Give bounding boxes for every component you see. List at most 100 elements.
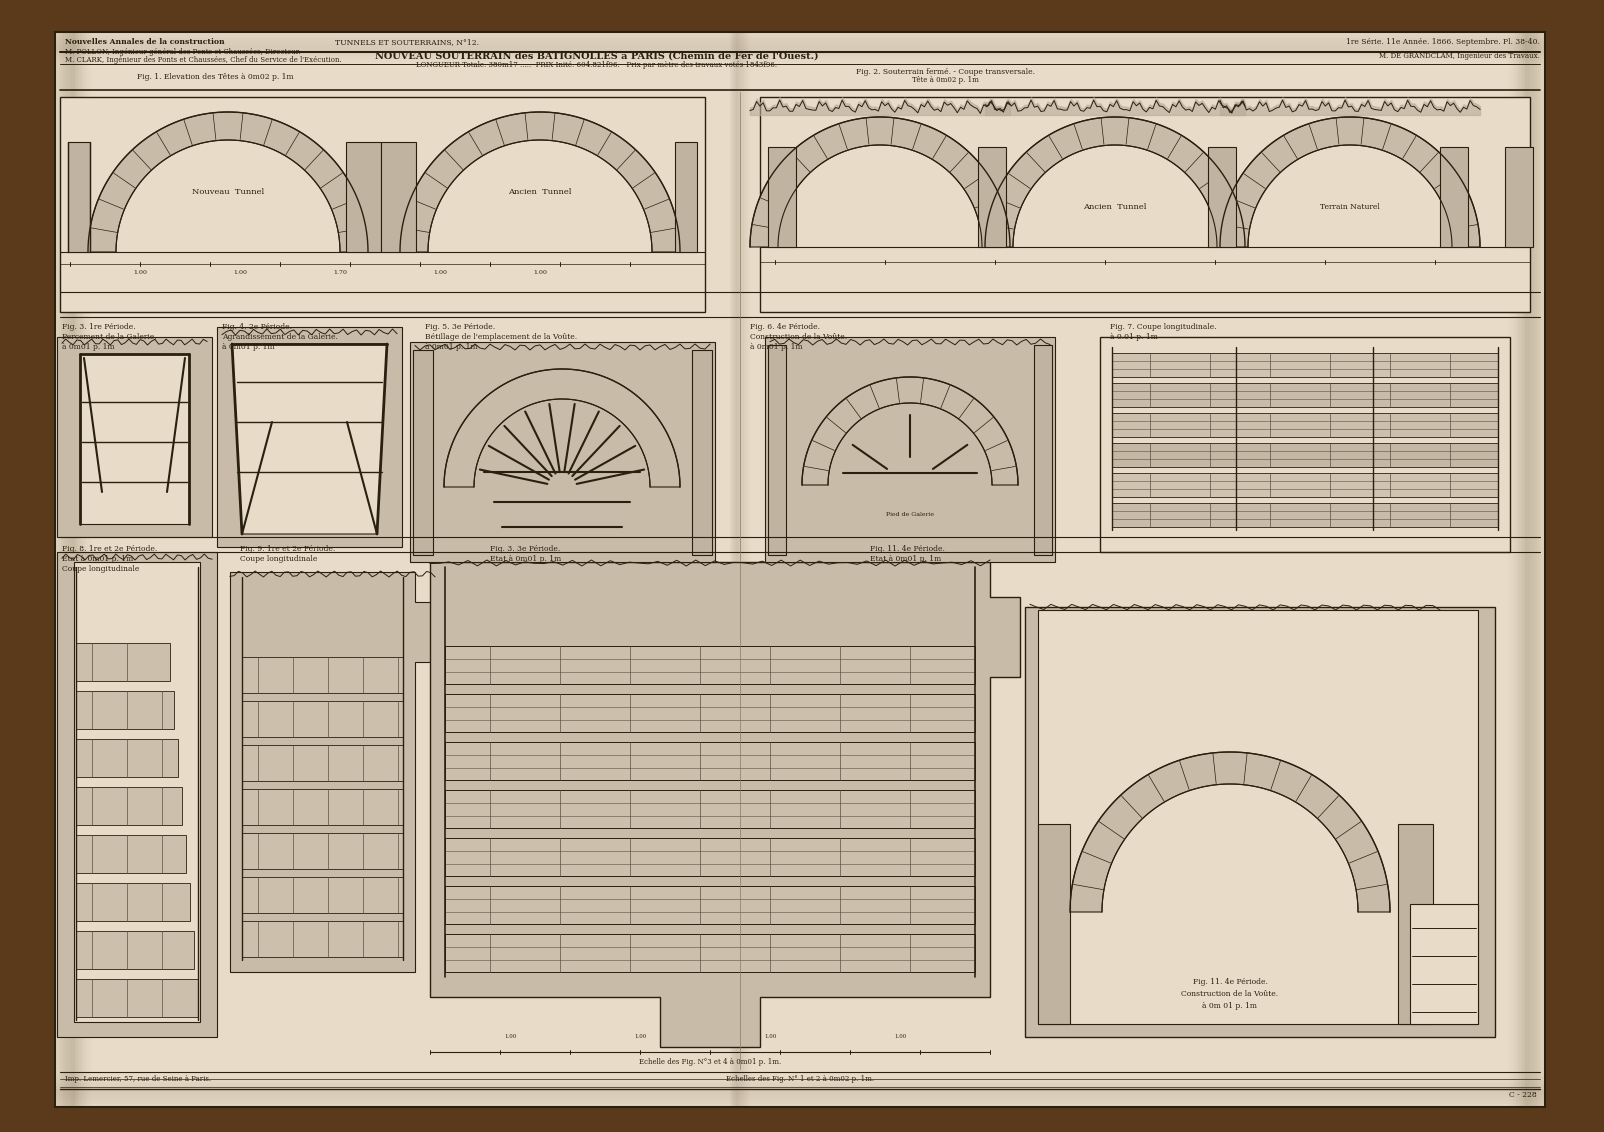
Text: 1.00: 1.00 <box>764 1035 776 1039</box>
Text: 1.00: 1.00 <box>634 1035 646 1039</box>
Text: Etat à 0m01 p. 1m: Etat à 0m01 p. 1m <box>869 555 942 563</box>
Text: à 0m01 p. 1m: à 0m01 p. 1m <box>751 343 802 351</box>
Text: M. CLARK, Ingénieur des Ponts et Chaussées, Chef du Service de l'Exécution.: M. CLARK, Ingénieur des Ponts et Chaussé… <box>66 55 342 65</box>
Bar <box>75 835 186 873</box>
Text: LONGUEUR Totale: 380m17 .....  PRIX Inité: 604.821f96.   Prix par mètre des trav: LONGUEUR Totale: 380m17 ..... PRIX Inité… <box>417 61 778 69</box>
Text: Fig. 9. 1re et 2e Période.: Fig. 9. 1re et 2e Période. <box>241 544 335 554</box>
Bar <box>55 38 1545 55</box>
Bar <box>1112 383 1498 408</box>
Text: 1.00: 1.00 <box>533 269 547 274</box>
Bar <box>1513 32 1533 1107</box>
Bar <box>55 1089 1545 1107</box>
Polygon shape <box>985 117 1245 247</box>
Bar <box>444 741 975 780</box>
Bar <box>739 32 747 1107</box>
Text: Fig. 2. Souterrain fermé. - Coupe transversale.: Fig. 2. Souterrain fermé. - Coupe transv… <box>855 68 1035 76</box>
Bar <box>1208 147 1237 247</box>
Bar <box>1100 337 1509 552</box>
Bar <box>1038 824 1070 1024</box>
Polygon shape <box>430 561 1020 1047</box>
Bar <box>760 97 1530 312</box>
Text: Tête à 0m02 p. 1m: Tête à 0m02 p. 1m <box>911 76 978 84</box>
Bar <box>75 787 181 825</box>
Bar <box>382 142 415 252</box>
Text: 1re Série. 11e Année. 1866. Septembre. Pl. 38-40.: 1re Série. 11e Année. 1866. Septembre. P… <box>1346 38 1540 46</box>
Text: Fig. 3. 3e Période.: Fig. 3. 3e Période. <box>489 544 560 554</box>
Bar <box>1025 607 1495 1037</box>
Bar <box>75 883 189 921</box>
Text: Fig. 1. Elevation des Têtes à 0m02 p. 1m: Fig. 1. Elevation des Têtes à 0m02 p. 1m <box>136 72 294 82</box>
Text: Construction de la Voûte.: Construction de la Voûte. <box>1182 990 1278 998</box>
Bar <box>75 691 173 729</box>
Bar <box>59 32 79 1107</box>
Bar <box>55 32 1545 50</box>
Text: Ancien  Tunnel: Ancien Tunnel <box>1083 203 1147 211</box>
Polygon shape <box>399 112 680 252</box>
Text: Imp. Lemercier, 57, rue de Seine à Paris.: Imp. Lemercier, 57, rue de Seine à Paris… <box>66 1075 212 1083</box>
Text: Fig. 3. 1re Période.: Fig. 3. 1re Période. <box>63 323 136 331</box>
Polygon shape <box>88 112 367 252</box>
Bar <box>69 32 88 1107</box>
Bar <box>768 345 786 555</box>
Bar <box>1511 32 1530 1107</box>
Bar <box>55 32 75 1107</box>
Bar <box>55 1083 1545 1101</box>
Bar <box>444 790 975 827</box>
Text: Etat à 0m01 p. 1m: Etat à 0m01 p. 1m <box>63 555 133 563</box>
Text: NOUVEAU SOUTERRAIN des BATIGNOLLES à PARIS (Chemin de Fer de l'Ouest.): NOUVEAU SOUTERRAIN des BATIGNOLLES à PAR… <box>375 51 818 60</box>
Bar <box>1509 32 1529 1107</box>
Bar <box>1505 147 1533 247</box>
Text: Echelle des Fig. N°3 et 4 à 0m01 p. 1m.: Echelle des Fig. N°3 et 4 à 0m01 p. 1m. <box>638 1058 781 1066</box>
Bar <box>242 833 403 869</box>
Bar <box>744 32 752 1107</box>
Text: M. DE GRANDCLAM, Ingénieur des Travaux.: M. DE GRANDCLAM, Ingénieur des Travaux. <box>1379 52 1540 60</box>
Text: Fig. 5. 3e Période.: Fig. 5. 3e Période. <box>425 323 496 331</box>
Bar <box>768 147 796 247</box>
Text: Fig. 11. 4e Période.: Fig. 11. 4e Période. <box>869 544 945 554</box>
Text: Fig. 6. 4e Période.: Fig. 6. 4e Période. <box>751 323 820 331</box>
Bar <box>55 35 1545 53</box>
Bar <box>242 657 403 693</box>
Bar <box>242 877 403 914</box>
Text: TUNNELS ET SOUTERRAINS, N°12.: TUNNELS ET SOUTERRAINS, N°12. <box>335 38 480 46</box>
Bar <box>1521 32 1541 1107</box>
Bar <box>743 32 751 1107</box>
Bar <box>67 142 90 252</box>
Bar <box>55 1080 1545 1098</box>
Text: Terrain Naturel: Terrain Naturel <box>1320 203 1379 211</box>
Text: 1.00: 1.00 <box>504 1035 516 1039</box>
Bar <box>978 147 1006 247</box>
Text: 1.70: 1.70 <box>334 269 346 274</box>
Bar <box>55 1086 1545 1104</box>
Text: Fig. 8. 1re et 2e Période.: Fig. 8. 1re et 2e Période. <box>63 544 157 554</box>
Bar <box>1112 473 1498 497</box>
Bar <box>1399 824 1432 1024</box>
Bar <box>444 838 975 876</box>
Bar <box>217 327 403 547</box>
Text: Bétillage de l'emplacement de la Voûte.: Bétillage de l'emplacement de la Voûte. <box>425 333 577 341</box>
Text: Fig. 11. 4e Période.: Fig. 11. 4e Période. <box>1192 978 1267 986</box>
Bar <box>1508 32 1527 1107</box>
Text: 1.00: 1.00 <box>433 269 448 274</box>
Polygon shape <box>444 369 680 487</box>
Text: à 0m01 p. 1m: à 0m01 p. 1m <box>221 343 274 351</box>
Bar <box>61 32 80 1107</box>
Text: à 0m01 p. 1m: à 0m01 p. 1m <box>425 343 478 351</box>
Bar <box>1112 503 1498 528</box>
Bar <box>55 44 1545 62</box>
Bar <box>1440 147 1468 247</box>
Text: Coupe longitudinale: Coupe longitudinale <box>241 555 318 563</box>
Text: Percement de la Galerie.: Percement de la Galerie. <box>63 333 157 341</box>
Bar <box>731 32 739 1107</box>
Polygon shape <box>233 344 387 534</box>
Text: Nouvelles Annales de la construction: Nouvelles Annales de la construction <box>66 38 225 46</box>
Bar <box>242 789 403 825</box>
Bar <box>67 32 87 1107</box>
Bar <box>675 142 698 252</box>
Bar <box>738 32 746 1107</box>
Polygon shape <box>1221 117 1480 247</box>
Bar <box>736 32 744 1107</box>
Bar <box>1410 904 1477 1024</box>
Text: Construction de la Voûte.: Construction de la Voûte. <box>751 333 847 341</box>
Bar <box>71 32 91 1107</box>
